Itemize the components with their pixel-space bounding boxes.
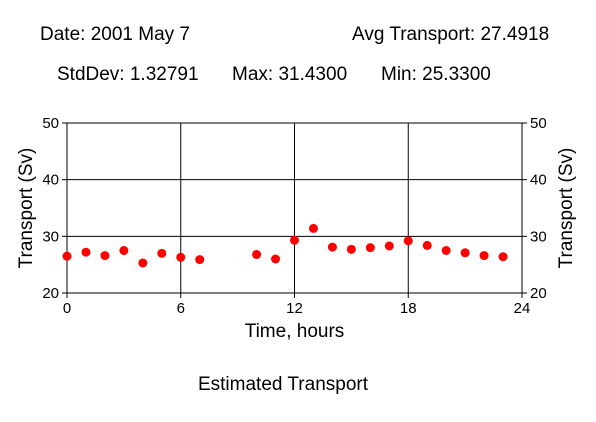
chart-caption: Estimated Transport [197,374,369,395]
data-point [176,252,186,262]
data-point [308,223,318,233]
data-point [100,251,110,261]
x-axis-title: Time, hours [245,321,345,342]
data-point [346,244,356,254]
data-point [62,251,72,261]
data-point [327,242,337,252]
x-tick-label: 0 [63,300,71,317]
y-tick-label-right: 50 [530,115,547,132]
y-tick-label-left: 40 [42,172,59,189]
data-point [384,241,394,251]
data-point [138,258,148,268]
stddev-label: StdDev: 1.32791 [57,64,199,85]
data-point [479,251,489,261]
data-point [271,254,281,264]
data-point [403,236,413,246]
data-points [62,223,508,268]
data-point [422,240,432,250]
y-tick-label-left: 30 [42,228,59,245]
y-axis-title-right: Transport (Sv) [556,148,577,269]
data-point [157,248,167,258]
x-tick-label: 12 [286,300,303,317]
min-label: Min: 25.3300 [381,64,491,85]
date-label: Date: 2001 May 7 [40,24,190,45]
y-tick-label-left: 50 [42,115,59,132]
data-point [119,246,129,255]
data-point [81,247,91,257]
x-tick-label: 6 [177,300,185,317]
data-point [365,243,375,253]
x-tick-label: 24 [514,300,531,317]
data-point [460,248,470,258]
data-point [441,246,451,255]
x-tick-label: 18 [400,300,417,317]
avg-transport-label: Avg Transport: 27.4918 [352,24,550,45]
y-tick-label-left: 20 [42,285,59,302]
y-tick-label-right: 40 [530,172,547,189]
max-label: Max: 31.4300 [232,64,348,85]
axis-ticks [62,122,527,298]
data-point [195,255,205,265]
data-point [498,252,508,262]
data-point [290,235,299,245]
y-axis-title-left: Transport (Sv) [16,148,37,269]
data-point [252,249,262,259]
y-tick-label-right: 20 [530,285,547,302]
y-tick-label-right: 30 [530,228,547,245]
grid-lines [67,123,522,293]
